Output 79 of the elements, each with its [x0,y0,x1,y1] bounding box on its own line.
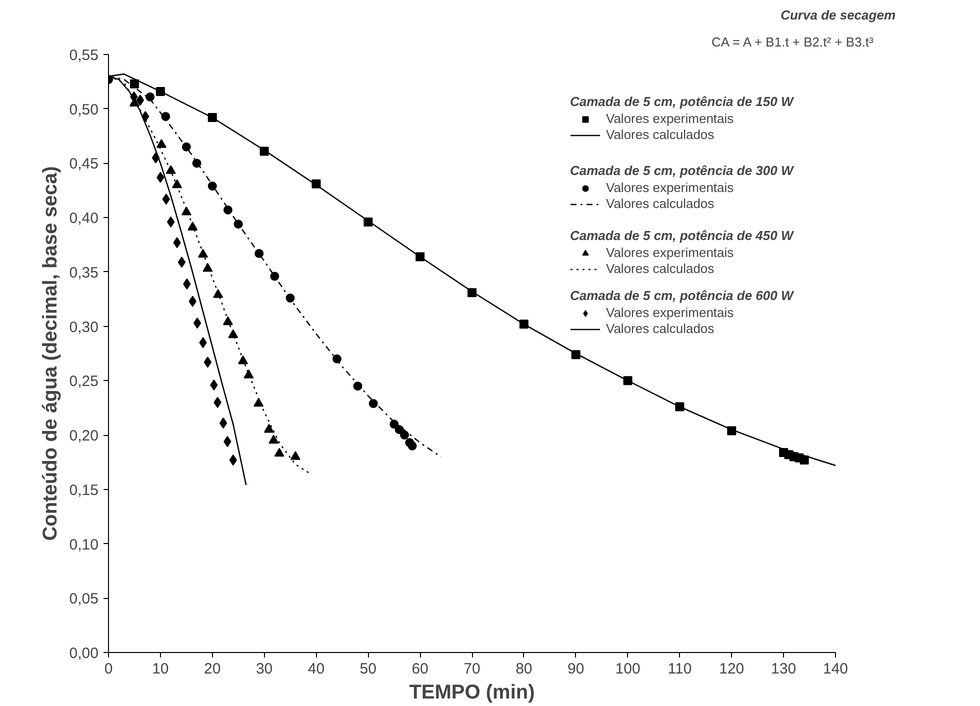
y-axis-title: Conteúdo de água (decimal, base seca) [39,166,62,541]
legend-label: Valores calculados [606,196,714,211]
legend-label: Valores experimentais [606,111,734,126]
point [204,356,212,368]
point [270,272,280,281]
point [400,430,409,440]
x-axis-title: TEMPO (min) [409,682,535,704]
y-tick-label: 0,25 [69,373,99,390]
point [202,262,213,272]
point [268,434,279,444]
point [198,248,208,258]
x-tick-label: 0 [104,660,113,678]
point [188,222,198,230]
point [193,318,202,329]
point [222,316,233,326]
x-tick-label: 100 [615,660,640,678]
y-tick-label: 0,55 [69,47,99,64]
annotation: Camada de 5 cm, potência de 450 W [570,228,794,243]
legend-label: Valores calculados [606,321,714,336]
point [264,424,274,433]
x-tick-label: 10 [152,660,169,678]
annotation: Camada de 5 cm, potência de 300 W [570,163,794,178]
legend-label: Valores calculados [606,127,714,142]
point [182,142,191,152]
point [161,112,170,121]
x-tick-label: 140 [822,660,848,678]
point [181,206,192,216]
y-tick-label: 0,15 [69,482,99,499]
y-tick-label: 0,45 [69,156,99,173]
y-tick-label: 0,30 [69,318,99,336]
x-tick-label: 120 [719,660,744,678]
x-tick-label: 20 [204,660,221,678]
point [156,139,166,148]
annotation: Camada de 5 cm, potência de 600 W [570,288,794,303]
point [244,370,254,378]
annotation: Camada de 5 cm, potência de 150 W [570,94,794,109]
point [274,448,284,457]
point [178,256,186,268]
point [223,205,232,214]
chart-subtitle: CA = A + B1.t + B2.t² + B3.t³ [711,34,874,50]
point [136,94,144,106]
point [166,165,176,174]
point [130,79,139,88]
x-tick-label: 110 [668,660,692,678]
point [290,451,300,460]
x-tick-label: 130 [771,660,796,678]
point [800,456,809,465]
x-tick-label: 50 [360,660,376,678]
x-tick-label: 90 [568,660,584,678]
point [166,216,175,228]
point [213,289,224,298]
x-tick-label: 30 [256,660,273,678]
x-tick-label: 80 [516,660,532,678]
point [332,354,342,364]
y-tick-label: 0,20 [69,428,99,445]
x-tick-label: 70 [464,660,480,678]
point [368,399,378,408]
point [219,418,228,429]
point [254,398,264,407]
point [238,355,248,364]
y-tick-label: 0,50 [69,101,99,118]
legend-label: Valores experimentais [606,180,734,195]
x-tick-label: 60 [412,660,428,678]
y-tick-label: 0,10 [69,536,99,554]
point [208,182,217,191]
point [254,248,264,258]
point [408,441,417,450]
legend-label: Valores experimentais [606,245,734,260]
y-tick-label: 0,00 [69,645,99,662]
y-tick-label: 0,40 [69,210,99,228]
point [146,92,155,102]
chart-title: Curva de secagem [780,8,896,22]
x-tick-label: 40 [308,660,325,678]
y-tick-label: 0,05 [69,590,99,608]
legend-label: Valores experimentais [606,305,734,320]
point [234,220,243,229]
point [172,179,182,188]
y-tick-label: 0,35 [69,264,99,282]
legend-label: Valores calculados [606,261,714,276]
